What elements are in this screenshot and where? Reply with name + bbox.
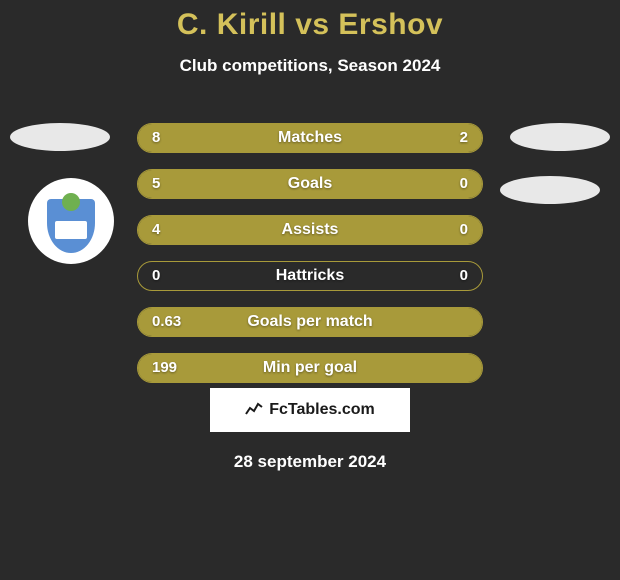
shield-ball-icon (62, 193, 80, 211)
stats-list: 8 Matches 2 5 Goals 0 4 Assists 0 0 Hatt… (137, 123, 483, 399)
page-title: C. Kirill vs Ershov (0, 0, 620, 42)
stat-label: Matches (138, 124, 482, 152)
stat-row: 199 Min per goal (137, 353, 483, 383)
stat-value-right: 0 (460, 170, 468, 198)
stat-row: 0.63 Goals per match (137, 307, 483, 337)
stat-row: 5 Goals 0 (137, 169, 483, 199)
stat-row: 8 Matches 2 (137, 123, 483, 153)
stat-label: Hattricks (138, 262, 482, 290)
player-left-avatar-placeholder (10, 123, 110, 151)
stat-label: Min per goal (138, 354, 482, 382)
chart-icon (245, 402, 263, 419)
stat-value-right: 0 (460, 262, 468, 290)
stat-row: 4 Assists 0 (137, 215, 483, 245)
shield-body (47, 199, 95, 253)
stat-label: Goals per match (138, 308, 482, 336)
stat-value-right: 0 (460, 216, 468, 244)
stat-value-right: 2 (460, 124, 468, 152)
player-left-club-badge (28, 178, 114, 264)
comparison-card: C. Kirill vs Ershov Club competitions, S… (0, 0, 620, 580)
player-right-club-placeholder (500, 176, 600, 204)
date-label: 28 september 2024 (0, 452, 620, 472)
fctables-link[interactable]: FcTables.com (210, 388, 410, 432)
stat-row: 0 Hattricks 0 (137, 261, 483, 291)
subtitle: Club competitions, Season 2024 (0, 56, 620, 76)
stat-label: Assists (138, 216, 482, 244)
player-right-avatar-placeholder (510, 123, 610, 151)
fctables-label: FcTables.com (269, 401, 375, 419)
club-shield-icon (41, 191, 101, 251)
shield-flag-icon (55, 221, 87, 239)
stat-label: Goals (138, 170, 482, 198)
